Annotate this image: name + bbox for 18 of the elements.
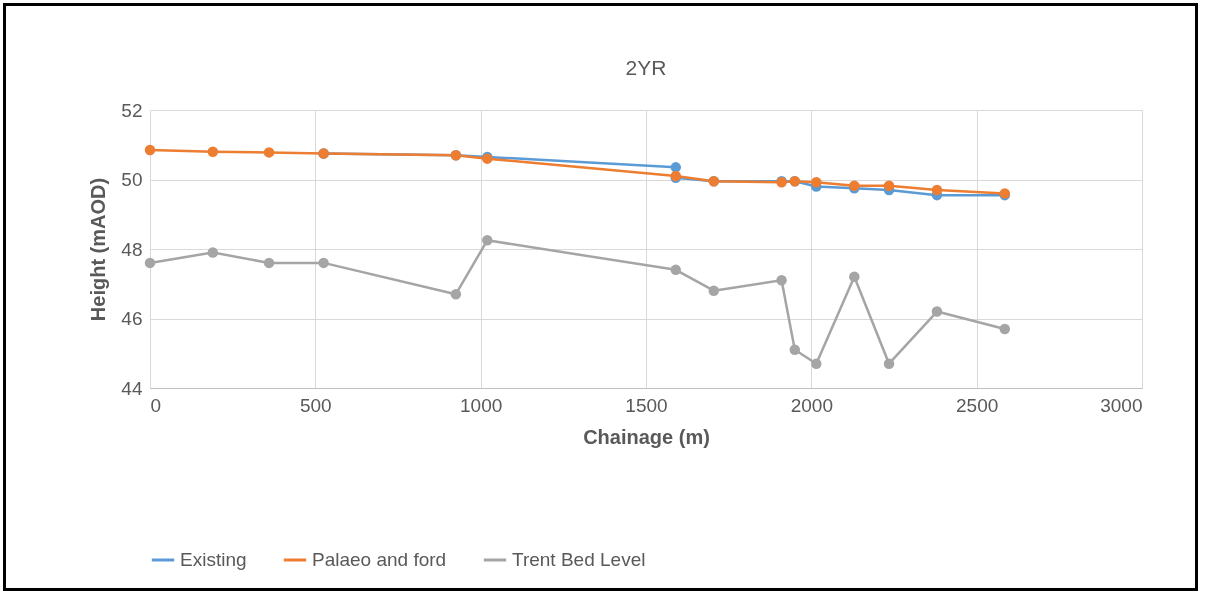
y-tick-label: 50 [121,169,143,190]
y-tick-label: 44 [121,377,143,399]
x-tick-label: 500 [299,394,332,416]
x-tick-label: 3000 [1100,394,1143,416]
y-tick-label: 46 [121,308,143,329]
x-tick-label: 2000 [790,394,833,416]
chart-title: 2YR [625,56,667,79]
x-tick-label: 1000 [460,394,503,416]
legend-label: Palaeo and ford [312,549,447,570]
x-tick-label: 1500 [625,394,668,416]
legend-label: Existing [180,549,247,570]
y-axis-title: Height (mAOD) [87,177,110,322]
x-tick-label: 2500 [956,394,999,416]
y-tick-label: 52 [121,99,143,121]
x-axis-title: Chainage (m) [583,425,710,448]
x-tick-label: 0 [150,394,162,416]
y-tick-label: 48 [121,238,143,260]
legend-label: Trent Bed Level [512,549,646,570]
